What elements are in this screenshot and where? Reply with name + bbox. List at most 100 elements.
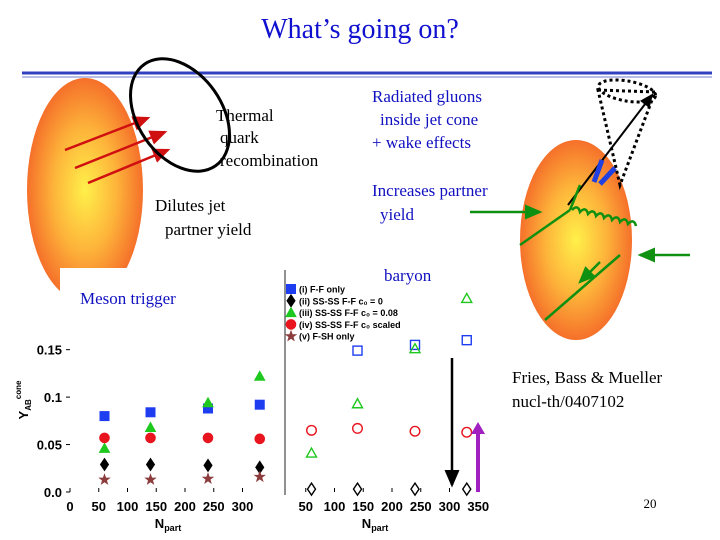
plot-background bbox=[60, 268, 482, 500]
annotations: Radiated gluons inside jet cone + wake e… bbox=[372, 87, 488, 224]
x-tick-label: 50 bbox=[299, 499, 313, 514]
point bbox=[99, 457, 110, 472]
point bbox=[99, 411, 110, 422]
partons bbox=[470, 184, 690, 321]
point bbox=[254, 399, 265, 410]
x-axis-label-sub: part bbox=[371, 523, 388, 533]
point bbox=[305, 446, 318, 458]
point bbox=[98, 442, 111, 453]
legend-label: (iv) SS-SS F-F c₀ scaled bbox=[299, 320, 401, 330]
x-tick-label: 0 bbox=[66, 499, 73, 514]
y-tick-label: 0.1 bbox=[44, 390, 62, 405]
point bbox=[253, 370, 266, 381]
point bbox=[352, 422, 364, 434]
x-tick-label: 50 bbox=[92, 499, 106, 514]
jet-cone bbox=[596, 88, 658, 191]
point bbox=[352, 481, 363, 497]
point bbox=[410, 481, 420, 497]
x-axis-label: N bbox=[362, 516, 371, 531]
point bbox=[306, 481, 317, 497]
point bbox=[461, 334, 472, 346]
arrow-head bbox=[471, 422, 485, 434]
recombination-ellipse bbox=[129, 57, 231, 173]
x-tick-label: 250 bbox=[203, 499, 225, 514]
point bbox=[461, 426, 473, 438]
annotation: recombination bbox=[220, 151, 319, 170]
annotation: + wake effects bbox=[372, 133, 471, 152]
point bbox=[202, 396, 214, 408]
x-tick-label: 200 bbox=[174, 499, 196, 514]
annotation: Increases partner bbox=[372, 181, 488, 200]
legend-label: (i) F-F only bbox=[299, 285, 345, 295]
x-axis-label: Npart bbox=[362, 516, 388, 533]
legend-label: (v) F-SH only bbox=[299, 332, 355, 342]
x-tick-label: 300 bbox=[232, 499, 254, 514]
x-tick-label: 350 bbox=[467, 499, 489, 514]
point bbox=[409, 425, 421, 437]
legend-marker bbox=[286, 284, 296, 294]
legend-marker bbox=[284, 329, 298, 342]
y-axis-label-sub: AB bbox=[24, 399, 33, 411]
annotation: Radiated gluons bbox=[372, 87, 482, 106]
legend-marker bbox=[285, 319, 297, 330]
annotation: yield bbox=[380, 205, 414, 224]
annotation: quark bbox=[220, 128, 259, 147]
point bbox=[202, 432, 214, 444]
point bbox=[201, 472, 215, 485]
gluon-arrow bbox=[591, 159, 605, 183]
point bbox=[352, 345, 363, 356]
x-tick-label: 250 bbox=[410, 499, 432, 514]
legend-marker bbox=[285, 306, 297, 318]
point bbox=[203, 458, 213, 473]
x-tick-label: 150 bbox=[352, 499, 374, 514]
point bbox=[409, 339, 421, 351]
fireball bbox=[27, 78, 143, 302]
point bbox=[144, 473, 157, 485]
point bbox=[253, 470, 266, 483]
point bbox=[460, 291, 473, 304]
annotation: Dilutes jet bbox=[155, 196, 226, 215]
legend-label: (iii) SS-SS F-F c₀ = 0.08 bbox=[299, 308, 398, 318]
point bbox=[254, 433, 266, 445]
point bbox=[145, 457, 156, 472]
point bbox=[145, 407, 156, 418]
annotation: partner yield bbox=[165, 220, 252, 239]
point bbox=[306, 424, 318, 436]
point bbox=[408, 342, 422, 354]
citation: nucl-th/0407102 bbox=[512, 392, 624, 411]
point bbox=[461, 481, 472, 497]
x-tick-label: 200 bbox=[381, 499, 403, 514]
point bbox=[144, 421, 157, 432]
page-number: 20 bbox=[644, 496, 657, 511]
panel-title: baryon bbox=[384, 266, 432, 285]
y-tick-label: 0.05 bbox=[37, 438, 62, 453]
point bbox=[98, 473, 111, 485]
point bbox=[145, 432, 156, 444]
point bbox=[99, 432, 110, 444]
x-tick-label: 300 bbox=[439, 499, 461, 514]
y-axis-label-sup: cone bbox=[14, 380, 23, 399]
y-axis-label: Y bbox=[16, 410, 31, 419]
x-axis-label-sub: part bbox=[164, 523, 181, 533]
y-tick-label: 0.15 bbox=[37, 343, 62, 358]
citation: Fries, Bass & Mueller bbox=[512, 368, 662, 387]
x-tick-label: 100 bbox=[324, 499, 346, 514]
gluon-arrow bbox=[598, 166, 617, 186]
fireball bbox=[520, 140, 632, 340]
x-axis-label: N bbox=[155, 516, 164, 531]
x-tick-label: 150 bbox=[145, 499, 167, 514]
legend-label: (ii) SS-SS F-F c₀ = 0 bbox=[299, 296, 383, 306]
annotation: inside jet cone bbox=[380, 110, 478, 129]
y-tick-label: 0.0 bbox=[44, 485, 62, 500]
x-tick-label: 100 bbox=[117, 499, 139, 514]
annotation: Thermal bbox=[216, 106, 274, 125]
jet-arrow bbox=[567, 93, 654, 206]
panel-title: Meson trigger bbox=[80, 289, 176, 308]
slide-title: What’s going on? bbox=[261, 14, 459, 45]
y-axis-label: YABcone bbox=[14, 380, 33, 419]
x-axis-label: Npart bbox=[155, 516, 181, 533]
plots: 0 50 100 150 200 250 300 0.0 0.05 0.1 0.15 Npart (i)… bbox=[37, 284, 489, 533]
quark-arrows bbox=[64, 116, 171, 185]
point bbox=[351, 397, 364, 409]
